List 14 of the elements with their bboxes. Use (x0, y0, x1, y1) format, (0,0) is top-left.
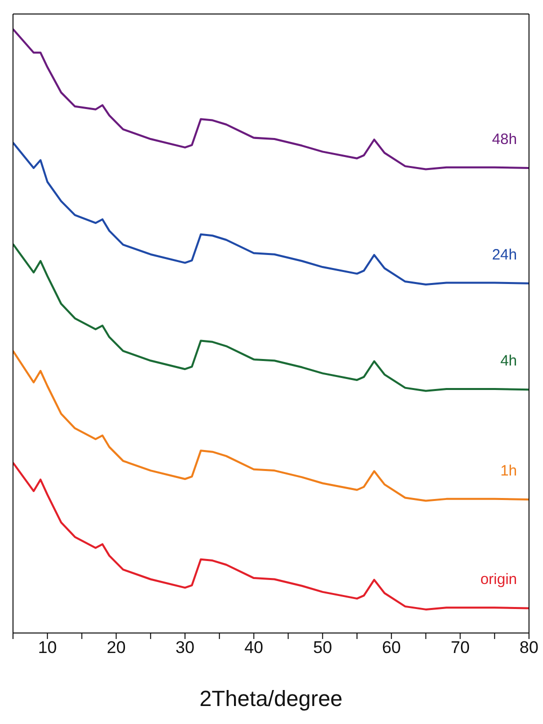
series-label: 24h (492, 246, 517, 264)
x-tick-label: 70 (450, 638, 470, 658)
x-tick-label: 10 (38, 638, 57, 658)
x-tick-label: 30 (176, 638, 194, 658)
series-label: 48h (492, 130, 517, 148)
x-axis-title: 2Theta/degree (199, 686, 343, 711)
series-label: 1h (500, 462, 517, 480)
x-tick-label: 20 (106, 638, 126, 658)
x-tick-label: 60 (382, 638, 401, 658)
series-label: 4h (500, 352, 517, 370)
x-tick-label: 40 (244, 638, 264, 658)
x-tick-label: 80 (520, 638, 538, 658)
series-label: origin (480, 571, 517, 588)
x-tick-label: 50 (313, 638, 332, 658)
